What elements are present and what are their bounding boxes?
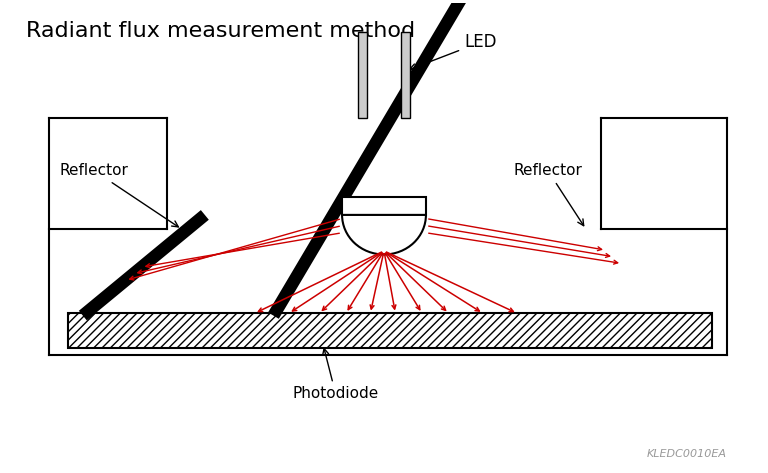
Text: Radiant flux measurement method: Radiant flux measurement method (25, 21, 415, 41)
Bar (358, 32, 367, 118)
Bar (401, 32, 410, 118)
Bar (342, 197, 426, 215)
Text: Reflector: Reflector (514, 163, 584, 226)
Wedge shape (342, 215, 426, 254)
Text: Photodiode: Photodiode (293, 349, 379, 401)
Text: LED: LED (409, 33, 497, 70)
Text: KLEDC0010EA: KLEDC0010EA (647, 449, 727, 459)
Bar (68, 314, 712, 348)
Text: Reflector: Reflector (60, 163, 178, 227)
